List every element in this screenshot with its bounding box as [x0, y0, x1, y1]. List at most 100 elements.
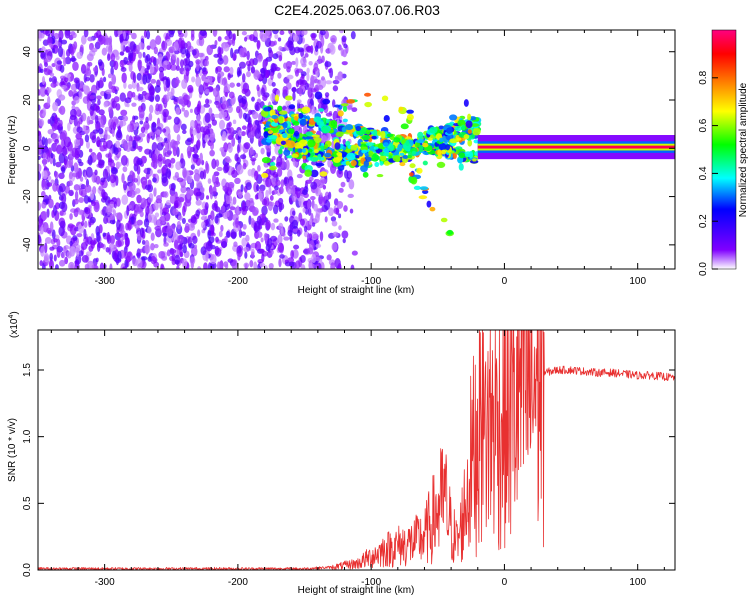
spectrogram-cell [225, 194, 233, 205]
spectrogram-cell [275, 179, 281, 187]
spectrogram-cell [254, 127, 262, 139]
spectrogram-cell [291, 219, 299, 229]
spectrogram-cell [47, 128, 55, 135]
spectrogram-cell [232, 33, 236, 41]
spectrogram-cell [334, 142, 341, 150]
spectrogram-cell [292, 35, 300, 42]
spectrogram-cell [84, 208, 89, 213]
spectrogram-cell [308, 218, 313, 225]
spectrogram-cell [278, 54, 283, 62]
spectrogram-cell [109, 243, 115, 250]
spectrogram-cell [98, 109, 105, 116]
spectrogram-cell [99, 262, 105, 269]
spectrogram-cell [152, 173, 156, 178]
spectrogram-cell [52, 101, 58, 112]
spectrogram-cell [195, 191, 202, 197]
spectrogram-cell [157, 169, 163, 174]
spectrogram-cell [105, 89, 112, 95]
spectrogram-cell [338, 30, 345, 34]
spectrogram-cell [163, 191, 169, 198]
spectrogram-cell [279, 254, 285, 259]
spectrogram-cell [82, 84, 87, 91]
spectrogram-cell [173, 41, 179, 51]
spectrogram-cell [336, 200, 344, 209]
spectrogram-cell [49, 221, 54, 232]
spectrogram-cell [224, 210, 230, 218]
spectrogram-cell [170, 157, 176, 164]
spectrogram-cell [148, 86, 156, 96]
spectrogram-cell [71, 105, 76, 110]
spectrogram-cell [41, 136, 46, 146]
spectrogram-cell [128, 52, 133, 63]
spectrogram-cell [271, 155, 276, 161]
spectrogram-cell [49, 72, 55, 77]
spectrogram-cell [304, 53, 309, 58]
spectrogram-cell [199, 30, 207, 37]
spectrogram-cell [70, 46, 75, 56]
spectrogram-cell [399, 162, 406, 167]
snr-series-line [38, 330, 675, 570]
spectrogram-cell [324, 61, 332, 68]
spectrogram-cell [213, 181, 221, 188]
spectrogram-cell [81, 63, 86, 70]
spectrogram-cell [245, 199, 251, 208]
spectrogram-cell [67, 76, 71, 84]
spectrogram-cell [341, 61, 348, 66]
spectrogram-cell [150, 161, 156, 168]
spectrogram-cell [408, 172, 414, 177]
spectrogram-cell [215, 236, 219, 243]
spectrogram-cell [221, 241, 228, 248]
carrier-core-band [477, 145, 675, 149]
spectrogram-cell [138, 132, 146, 138]
spectrogram-cell [337, 71, 344, 82]
spectrogram-cell [181, 79, 188, 90]
spectrogram-cell [126, 124, 132, 133]
spectrogram-cell [239, 61, 246, 69]
spectrogram-cell [244, 36, 248, 42]
spectrogram-cell [467, 129, 472, 134]
spectrogram-cell [172, 208, 179, 216]
spectrogram-cell [65, 49, 71, 58]
spectrogram-cell [438, 125, 445, 130]
spectrogram-cell [220, 224, 224, 232]
spectrogram-cell [325, 112, 333, 117]
spectrogram-cell [223, 164, 229, 174]
spectrogram-cell [58, 107, 63, 114]
spectrogram-cell [213, 53, 220, 58]
y-tick-label: 0 [22, 145, 33, 151]
spectrogram-cell [472, 127, 481, 136]
spectrogram-cell [440, 217, 448, 223]
spectrogram-cell [240, 131, 246, 137]
spectrogram-cell [137, 59, 143, 70]
spectrogram-cell [107, 152, 112, 162]
spectrogram-cell [347, 193, 354, 199]
spectrogram-cell [321, 55, 325, 63]
spectrogram-cell [158, 66, 165, 73]
spectrogram-cell [78, 187, 84, 196]
spectrogram-cell [123, 56, 129, 65]
spectrogram-cell [190, 133, 194, 144]
spectrogram-cell [324, 92, 330, 98]
spectrogram-cell [350, 144, 358, 151]
spectrogram-cell [124, 97, 132, 104]
spectrogram-cell [438, 142, 447, 151]
spectrogram-cell [387, 143, 394, 152]
spectrogram-cell [189, 256, 196, 265]
spectrogram-cell [43, 252, 50, 263]
spectrogram-cell [97, 98, 101, 106]
spectrogram-cell [105, 247, 110, 253]
spectrogram-cell [122, 166, 128, 173]
spectrogram-cell [228, 30, 233, 40]
spectrogram-cell [257, 164, 261, 172]
spectrogram-cell [243, 246, 250, 253]
spectrogram-cell [256, 54, 263, 62]
spectrogram-cell [186, 188, 191, 200]
spectrogram-cell [112, 209, 116, 216]
spectrogram-cell [306, 67, 310, 74]
spectrogram-cell [190, 215, 197, 224]
spectrogram-cell [142, 74, 148, 85]
spectrogram-cell [257, 224, 263, 230]
spectrogram-cell [136, 174, 141, 186]
spectrogram-cell [190, 119, 196, 130]
spectrogram-cell [200, 208, 208, 216]
